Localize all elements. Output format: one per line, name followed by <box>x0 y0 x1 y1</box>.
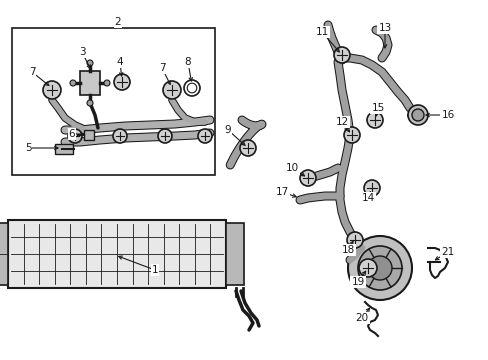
Text: 13: 13 <box>378 23 391 33</box>
Bar <box>84 130 94 140</box>
Circle shape <box>163 81 181 99</box>
Text: 2: 2 <box>115 17 121 27</box>
Text: 7: 7 <box>29 67 35 77</box>
Circle shape <box>366 112 382 128</box>
Bar <box>80 71 100 95</box>
Circle shape <box>87 100 93 106</box>
Text: 4: 4 <box>117 57 123 67</box>
Bar <box>225 223 244 285</box>
Text: 5: 5 <box>24 143 31 153</box>
Circle shape <box>299 170 315 186</box>
Text: 21: 21 <box>441 247 454 257</box>
Text: 14: 14 <box>361 193 374 203</box>
Text: 8: 8 <box>184 57 191 67</box>
Text: 16: 16 <box>441 110 454 120</box>
Text: 1: 1 <box>151 265 158 275</box>
Circle shape <box>104 80 110 86</box>
Circle shape <box>43 81 61 99</box>
Circle shape <box>407 105 427 125</box>
Circle shape <box>363 180 379 196</box>
Circle shape <box>113 129 127 143</box>
Circle shape <box>198 129 212 143</box>
Bar <box>55 144 73 154</box>
Text: 6: 6 <box>68 129 75 139</box>
Circle shape <box>333 47 349 63</box>
Bar <box>12 28 215 175</box>
Circle shape <box>346 232 362 248</box>
Circle shape <box>357 246 401 290</box>
Circle shape <box>367 256 391 280</box>
Text: 11: 11 <box>315 27 328 37</box>
Text: 9: 9 <box>224 125 231 135</box>
Text: 17: 17 <box>275 187 288 197</box>
Text: 18: 18 <box>341 245 354 255</box>
Text: 19: 19 <box>351 277 364 287</box>
Bar <box>8 220 225 288</box>
Circle shape <box>158 129 172 143</box>
Text: 20: 20 <box>355 313 368 323</box>
Text: 7: 7 <box>159 63 165 73</box>
Circle shape <box>68 129 82 143</box>
Circle shape <box>240 140 256 156</box>
Circle shape <box>114 74 130 90</box>
Circle shape <box>347 236 411 300</box>
Text: 15: 15 <box>370 103 384 113</box>
Circle shape <box>343 127 359 143</box>
Circle shape <box>411 109 423 121</box>
Circle shape <box>70 80 76 86</box>
Circle shape <box>87 60 93 66</box>
Text: 3: 3 <box>79 47 85 57</box>
Text: 10: 10 <box>285 163 298 173</box>
Circle shape <box>358 259 376 277</box>
Bar <box>0 223 8 285</box>
Text: 12: 12 <box>335 117 348 127</box>
